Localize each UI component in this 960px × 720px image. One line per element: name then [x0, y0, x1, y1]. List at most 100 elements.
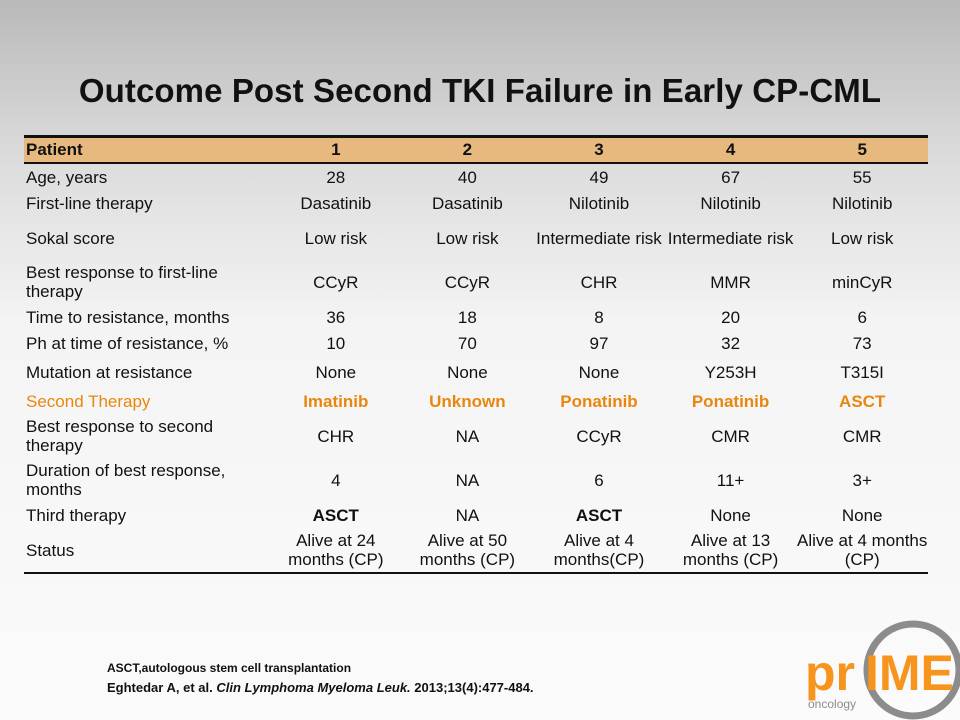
row-label: Mutation at resistance	[26, 362, 193, 382]
table-cell: CMR	[842, 426, 882, 446]
citation: Eghtedar A, et al. Clin Lymphoma Myeloma…	[107, 680, 534, 695]
citation-authors: Eghtedar A, et al.	[107, 680, 213, 695]
header-cell-patient-5: 5	[796, 135, 928, 164]
table-cell: Nilotinib	[568, 193, 630, 213]
table-cell: Ponatinib	[691, 391, 770, 411]
table-row-second-therapy: Second Therapy Imatinib Unknown Ponatini…	[24, 388, 928, 414]
table-row-mutation-at-resistance: Mutation at resistance None None None Y2…	[24, 356, 928, 388]
header-cell-patient-3: 3	[533, 135, 665, 164]
table-cell: Nilotinib	[831, 193, 893, 213]
row-label: Age, years	[26, 167, 108, 187]
table-cell: Low risk	[831, 228, 894, 248]
table-cell: Alive at 24 months (CP)	[270, 528, 402, 574]
table-cell: ASCT	[312, 505, 359, 525]
table-cell: None	[315, 362, 357, 382]
table-cell: 6	[857, 307, 867, 327]
table-cell: 11+	[716, 470, 745, 490]
row-label: Ph at time of resistance, %	[26, 333, 229, 353]
row-label: Time to resistance, months	[26, 307, 230, 327]
logo-text-pr: pr	[805, 645, 855, 701]
table-cell: NA	[455, 426, 480, 446]
logo-text-ime: IME	[865, 645, 954, 701]
table-cell: CCyR	[444, 272, 491, 292]
logo-text-oncology: oncology	[808, 697, 856, 711]
citation-journal: Clin Lymphoma Myeloma Leuk.	[216, 680, 411, 695]
table-cell: 20	[721, 307, 741, 327]
table-cell: Intermediate risk	[667, 228, 794, 248]
table-cell: CHR	[580, 272, 618, 292]
table-cell: 70	[457, 333, 477, 353]
table-cell: 8	[594, 307, 604, 327]
row-label: Status	[24, 528, 270, 574]
outcome-table: Patient 1 2 3 4 5 Age, years 28 40 49 67…	[24, 135, 928, 574]
table-cell: 10	[326, 333, 346, 353]
table-cell: 32	[721, 333, 741, 353]
table-cell: Intermediate risk	[536, 228, 662, 248]
table-cell: 4	[331, 470, 341, 490]
table-cell: None	[447, 362, 488, 382]
table-cell: Low risk	[304, 228, 367, 248]
table-row-duration-best-response: Duration of best response, months 4 NA 6…	[24, 458, 928, 502]
table-cell: 67	[721, 167, 741, 187]
table-cell: minCyR	[831, 272, 893, 292]
table-row-first-line-therapy: First-line therapy Dasatinib Dasatinib N…	[24, 190, 928, 216]
table-cell: 55	[852, 167, 872, 187]
table-cell: Low risk	[436, 228, 499, 248]
table-cell: None	[841, 505, 883, 525]
table-cell: CCyR	[576, 426, 622, 446]
slide-title: Outcome Post Second TKI Failure in Early…	[78, 72, 882, 109]
table-header-row: Patient 1 2 3 4 5	[24, 135, 928, 164]
row-label: Third therapy	[26, 505, 127, 525]
logo-ring	[863, 620, 960, 720]
table-cell: 49	[589, 167, 609, 187]
table-row-best-response-second: Best response to second therapy CHR NA C…	[24, 414, 928, 458]
table-cell: 3+	[852, 470, 872, 490]
table-cell: Ponatinib	[560, 391, 638, 411]
row-label: Second Therapy	[26, 391, 151, 411]
table-cell: NA	[455, 470, 480, 490]
table-cell: 73	[852, 333, 872, 353]
citation-details: 2013;13(4):477-484.	[414, 680, 534, 695]
table-cell: Dasatinib	[431, 193, 503, 213]
table-cell: MMR	[710, 272, 751, 292]
row-label: Best response to first-line therapy	[26, 263, 218, 301]
table-cell: CMR	[711, 426, 750, 446]
table-cell: ASCT	[839, 391, 886, 411]
table-cell: 40	[457, 167, 477, 187]
table-cell: CHR	[317, 426, 355, 446]
header-cell-patient-2: 2	[401, 135, 534, 164]
table-row-time-to-resistance: Time to resistance, months 36 18 8 20 6	[24, 304, 928, 330]
row-label: Sokal score	[26, 228, 115, 248]
prime-oncology-logo: pr IME oncology	[805, 620, 960, 720]
table-cell: 97	[589, 333, 609, 353]
table-cell: Dasatinib	[300, 193, 372, 213]
table-cell: Imatinib	[303, 391, 369, 411]
table-cell: CCyR	[313, 272, 359, 292]
row-label: First-line therapy	[26, 193, 153, 213]
table-cell: 36	[326, 307, 346, 327]
table-row-age: Age, years 28 40 49 67 55	[24, 163, 928, 190]
table-cell: Y253H	[704, 362, 757, 382]
header-cell-patient: Patient	[24, 135, 270, 164]
table-row-ph-at-resistance: Ph at time of resistance, % 10 70 97 32 …	[24, 330, 928, 356]
row-label: Best response to second therapy	[26, 417, 214, 455]
table-cell: 28	[326, 167, 346, 187]
table-cell: 6	[594, 470, 604, 490]
table-cell: Alive at 4 months (CP)	[796, 528, 928, 574]
table-row-sokal-score: Sokal score Low risk Low risk Intermedia…	[24, 216, 928, 260]
table-cell: ASCT	[575, 505, 623, 525]
table-cell: None	[710, 505, 751, 525]
table-cell: Alive at 13 months (CP)	[664, 528, 797, 574]
table-cell: Nilotinib	[700, 193, 761, 213]
table-row-third-therapy: Third therapy ASCT NA ASCT None None	[24, 502, 928, 528]
table-cell: Alive at 4 months(CP)	[533, 528, 665, 574]
abbreviation-footnote: ASCT,autologous stem cell transplantatio…	[107, 661, 352, 675]
header-cell-patient-4: 4	[664, 135, 797, 164]
table-row-status: Status Alive at 24 months (CP) Alive at …	[24, 528, 928, 574]
header-cell-patient-1: 1	[270, 135, 402, 164]
table-cell: NA	[455, 505, 480, 525]
table-cell: Alive at 50 months (CP)	[401, 528, 534, 574]
table-cell: T315I	[840, 362, 884, 382]
table-cell: 18	[457, 307, 477, 327]
row-label: Duration of best response, months	[26, 461, 226, 499]
